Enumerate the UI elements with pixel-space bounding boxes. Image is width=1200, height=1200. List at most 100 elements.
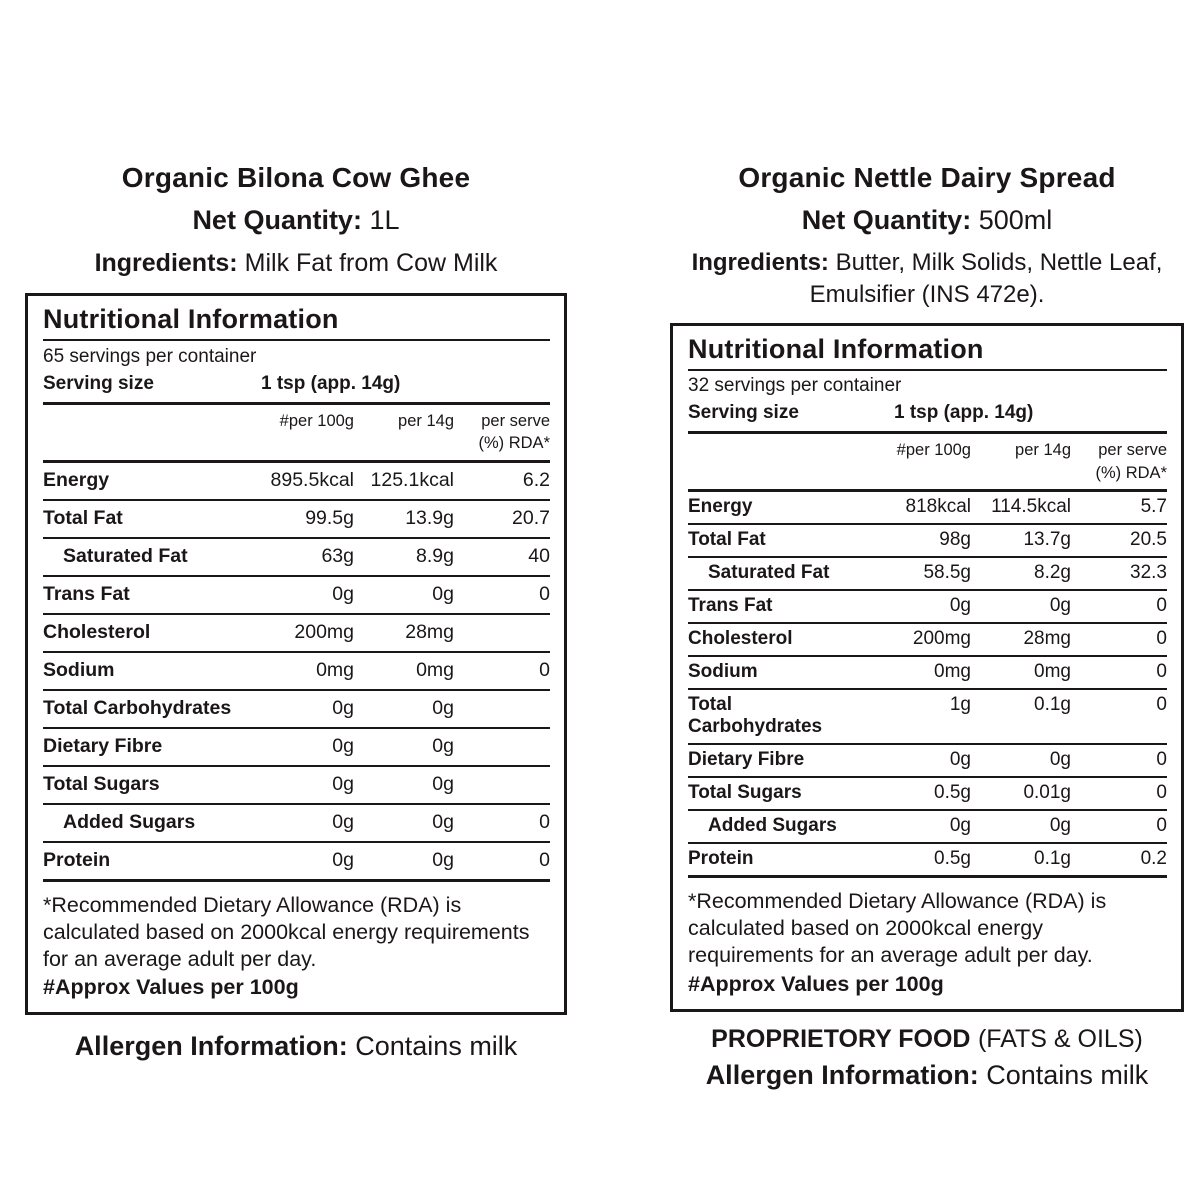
value-per-100g: 0g <box>332 773 354 796</box>
nutrition-row: Saturated Fat 63g 8.9g 40 <box>43 539 550 577</box>
nutrition-heading: Nutritional Information <box>43 304 339 334</box>
ingredients-line: Ingredients: Butter, Milk Solids, Nettle … <box>670 247 1184 310</box>
nutrition-row: Added Sugars 0g 0g 0 <box>688 811 1167 844</box>
serving-size-label: Serving size <box>688 402 799 424</box>
value-per-14g: 28mg <box>1023 628 1071 650</box>
value-per-14g: 0g <box>432 773 454 796</box>
nutrient-name: Cholesterol <box>43 621 151 644</box>
nutrition-row: Cholesterol 200mg 28mg <box>43 615 550 653</box>
nutrient-name: Total Sugars <box>688 782 802 804</box>
value-per-100g: 200mg <box>294 621 354 644</box>
nutrition-row: Trans Fat 0g 0g 0 <box>688 591 1167 624</box>
nutrient-name: Added Sugars <box>708 815 837 837</box>
column-header-per-serve: per serve (%) RDA* <box>1095 441 1167 482</box>
value-per-serve: 0 <box>539 659 550 682</box>
value-per-100g: 818kcal <box>905 496 972 518</box>
allergen-value: Contains milk <box>986 1059 1149 1090</box>
value-per-serve: 40 <box>528 545 550 568</box>
value-per-100g: 895.5kcal <box>270 469 354 492</box>
nutrient-name: Trans Fat <box>688 595 773 617</box>
value-per-serve: 0 <box>539 583 550 606</box>
nutrient-name: Saturated Fat <box>708 562 830 584</box>
column-header-per-100g: #per 100g <box>896 441 971 460</box>
value-per-serve: 0 <box>1156 815 1167 837</box>
value-per-14g: 0.1g <box>1034 848 1071 870</box>
nutrient-name: Dietary Fibre <box>688 749 805 771</box>
value-per-serve: 0 <box>1156 749 1167 771</box>
rda-footnote: *Recommended Dietary Allowance (RDA) is … <box>43 892 530 972</box>
value-per-100g: 0g <box>332 583 354 606</box>
nutrition-row: Trans Fat 0g 0g 0 <box>43 577 550 615</box>
value-per-serve: 0 <box>1156 628 1167 650</box>
nutrient-name: Energy <box>688 496 753 518</box>
nutrition-row: Energy 818kcal 114.5kcal 5.7 <box>688 492 1167 525</box>
nutrient-name: Total Fat <box>43 507 123 530</box>
value-per-serve: 0 <box>539 849 550 872</box>
value-per-14g: 0g <box>432 735 454 758</box>
net-quantity-value: 1L <box>369 205 400 235</box>
value-per-14g: 114.5kcal <box>991 496 1071 518</box>
nutrient-name: Dietary Fibre <box>43 735 163 758</box>
value-per-100g: 0g <box>949 595 971 617</box>
value-per-100g: 58.5g <box>923 562 971 584</box>
value-per-serve: 0 <box>539 811 550 834</box>
allergen-label: Allergen Information: <box>74 1031 348 1062</box>
allergen-line: Allergen Information: Contains milk <box>670 1060 1184 1091</box>
nutrient-name: Sodium <box>43 659 115 682</box>
value-per-14g: 0mg <box>416 659 454 682</box>
value-per-14g: 0g <box>1049 749 1071 771</box>
nutrition-row: Saturated Fat 58.5g 8.2g 32.3 <box>688 558 1167 591</box>
nutrition-row: Protein 0g 0g 0 <box>43 843 550 882</box>
value-per-14g: 0.01g <box>1023 782 1071 804</box>
allergen-label: Allergen Information: <box>705 1059 979 1090</box>
ingredients-value: Butter, Milk Solids, Nettle Leaf, Emulsi… <box>809 249 1163 308</box>
nutrition-row: Total Fat 99.5g 13.9g 20.7 <box>43 501 550 539</box>
nutrition-row: Sodium 0mg 0mg 0 <box>43 653 550 691</box>
nutrition-row: Total Carbohydrates 1g 0.1g 0 <box>688 690 1167 745</box>
nutrition-row: Total Fat 98g 13.7g 20.5 <box>688 525 1167 558</box>
nutrition-row: Dietary Fibre 0g 0g <box>43 729 550 767</box>
serving-size-label: Serving size <box>43 373 154 394</box>
value-per-serve: 0 <box>1156 694 1167 716</box>
column-header-per-14g: per 14g <box>1015 441 1071 460</box>
value-per-14g: 0g <box>1049 815 1071 837</box>
product-panel-dairy-spread: Organic Nettle Dairy Spread Net Quantity… <box>670 162 1184 1091</box>
nutrition-rows: Energy 895.5kcal 125.1kcal 6.2 Total Fat… <box>43 463 550 882</box>
product-panel-cow-ghee: Organic Bilona Cow Ghee Net Quantity: 1L … <box>25 162 567 1062</box>
column-headers: #per 100g per 14g per serve (%) RDA* <box>688 434 1167 492</box>
approx-values-note: #Approx Values per 100g <box>43 975 299 1000</box>
allergen-line: Allergen Information: Contains milk <box>25 1031 567 1062</box>
nutrition-rows: Energy 818kcal 114.5kcal 5.7 Total Fat 9… <box>688 492 1167 878</box>
divider <box>43 402 550 405</box>
net-quantity-line: Net Quantity: 500ml <box>670 205 1184 236</box>
value-per-100g: 0mg <box>934 661 971 683</box>
value-per-14g: 0g <box>432 811 454 834</box>
net-quantity-line: Net Quantity: 1L <box>25 205 567 236</box>
servings-per-container: 32 servings per container <box>688 375 902 397</box>
value-per-100g: 200mg <box>912 628 971 650</box>
nutrition-row: Dietary Fibre 0g 0g 0 <box>688 745 1167 778</box>
nutrient-name: Total Carbohydrates <box>688 694 823 738</box>
value-per-100g: 0g <box>949 815 971 837</box>
value-per-100g: 0g <box>332 849 354 872</box>
nutrient-name: Total Fat <box>688 529 766 551</box>
serving-size-row: Serving size 1 tsp (app. 14g) <box>688 400 1167 431</box>
value-per-serve: 0 <box>1156 661 1167 683</box>
column-header-spacer <box>43 410 246 455</box>
value-per-14g: 0g <box>432 849 454 872</box>
value-per-14g: 8.9g <box>416 545 454 568</box>
nutrition-row: Energy 895.5kcal 125.1kcal 6.2 <box>43 463 550 501</box>
value-per-serve: 0.2 <box>1140 848 1167 870</box>
ingredients-value: Milk Fat from Cow Milk <box>244 249 498 277</box>
nutrition-row: Cholesterol 200mg 28mg 0 <box>688 624 1167 657</box>
nutrition-facts-panel: Nutritional Information 32 servings per … <box>670 323 1184 1012</box>
ingredients-label: Ingredients: <box>94 249 238 277</box>
proprietory-food-line: PROPRIETORY FOOD (FATS & OILS) <box>670 1025 1184 1054</box>
nutrient-name: Sodium <box>688 661 758 683</box>
nutrient-name: Energy <box>43 469 110 492</box>
value-per-100g: 0.5g <box>934 782 971 804</box>
value-per-14g: 125.1kcal <box>370 469 454 492</box>
allergen-value: Contains milk <box>355 1031 518 1062</box>
nutrient-name: Saturated Fat <box>63 545 188 568</box>
nutrition-heading: Nutritional Information <box>688 334 984 365</box>
